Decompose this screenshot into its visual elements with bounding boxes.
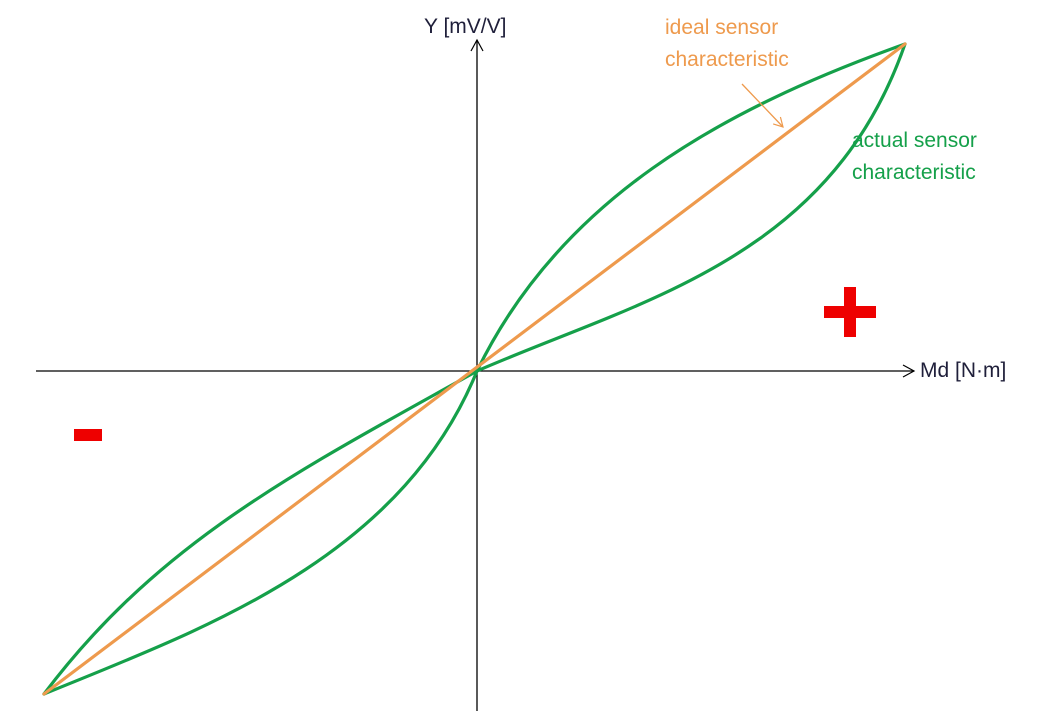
x-axis-label: Md [N·m] [920, 359, 1007, 382]
plus-vertical-bar [844, 287, 856, 337]
actual-label-line1: actual sensor [852, 129, 977, 152]
ideal-characteristic-label: ideal sensor characteristic [665, 12, 789, 76]
ideal-callout-arrow [741, 83, 784, 128]
y-axis-label: Y [mV/V] [424, 15, 507, 38]
ideal-characteristic-line [42, 42, 907, 696]
ideal-label-line2: characteristic [665, 48, 789, 71]
actual-characteristic-label: actual sensor characteristic [852, 125, 977, 189]
actual-label-line2: characteristic [852, 161, 976, 184]
positive-quadrant-plus-icon [824, 287, 876, 337]
actual-characteristic-lower-curve [42, 42, 907, 696]
negative-quadrant-minus-icon [74, 429, 102, 441]
ideal-label-line1: ideal sensor [665, 16, 779, 39]
